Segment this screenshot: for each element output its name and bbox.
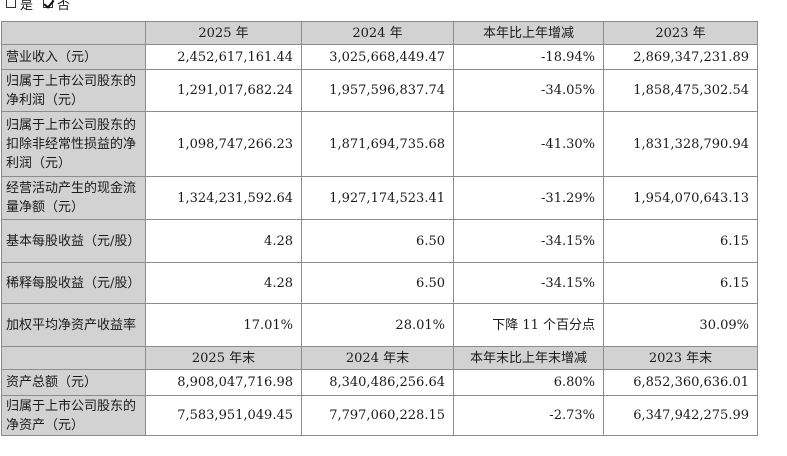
value-2024: 28.01% <box>301 303 454 347</box>
checkbox-no-label: 否 <box>57 0 71 13</box>
table-header-row: 2025 年 2024 年 本年比上年增减 2023 年 <box>1 21 758 45</box>
value-2025: 1,291,017,682.24 <box>145 69 302 112</box>
table-row: 基本每股收益（元/股） 4.28 6.50 -34.15% 6.15 <box>1 219 758 263</box>
value-2024: 8,340,486,256.64 <box>301 369 454 396</box>
header-change: 本年比上年增减 <box>453 21 604 45</box>
checkbox-yes-label: 是 <box>20 0 34 13</box>
value-change: -34.15% <box>453 219 604 263</box>
value-2023: 1,831,328,790.94 <box>603 111 758 177</box>
value-2024: 1,957,596,837.74 <box>301 69 454 112</box>
value-2025: 8,908,047,716.98 <box>145 369 302 396</box>
row-label: 基本每股收益（元/股） <box>1 219 146 263</box>
value-change: -34.05% <box>453 69 604 112</box>
value-2024: 1,871,694,735.68 <box>301 111 454 177</box>
header-2025: 2025 年 <box>145 21 302 45</box>
header-corner-cell <box>1 21 146 45</box>
table-row: 归属于上市公司股东的净利润（元） 1,291,017,682.24 1,957,… <box>1 69 758 112</box>
value-2025: 4.28 <box>145 219 302 263</box>
value-2023: 30.09% <box>603 303 758 347</box>
value-2024: 1,927,174,523.41 <box>301 176 454 220</box>
header-2024: 2024 年 <box>301 21 454 45</box>
value-2025: 4.28 <box>145 262 302 304</box>
row-label: 归属于上市公司股东的净资产（元） <box>1 395 146 436</box>
table-row: 归属于上市公司股东的净资产（元） 7,583,951,049.45 7,797,… <box>1 395 758 436</box>
checkbox-no-checked[interactable] <box>43 0 54 8</box>
subheader-2025-end: 2025 年末 <box>145 346 302 370</box>
row-label: 稀释每股收益（元/股） <box>1 262 146 304</box>
value-change: -34.15% <box>453 262 604 304</box>
value-2023: 1,858,475,302.54 <box>603 69 758 112</box>
value-2023: 6,347,942,275.99 <box>603 395 758 436</box>
subheader-corner-cell <box>1 346 146 370</box>
value-2024: 6.50 <box>301 219 454 263</box>
value-2023: 2,869,347,231.89 <box>603 44 758 70</box>
value-2025: 17.01% <box>145 303 302 347</box>
value-2025: 7,583,951,049.45 <box>145 395 302 436</box>
value-2025: 2,452,617,161.44 <box>145 44 302 70</box>
value-change: -41.30% <box>453 111 604 177</box>
value-2024: 6.50 <box>301 262 454 304</box>
table-row: 经营活动产生的现金流量净额（元） 1,324,231,592.64 1,927,… <box>1 176 758 220</box>
row-label: 归属于上市公司股东的净利润（元） <box>1 69 146 112</box>
value-change: -2.73% <box>453 395 604 436</box>
table-row: 营业收入（元） 2,452,617,161.44 3,025,668,449.4… <box>1 44 758 70</box>
value-2023: 1,954,070,643.13 <box>603 176 758 220</box>
value-2023: 6.15 <box>603 262 758 304</box>
subheader-2024-end: 2024 年末 <box>301 346 454 370</box>
row-label: 资产总额（元） <box>1 369 146 396</box>
header-2023: 2023 年 <box>603 21 758 45</box>
table-row: 稀释每股收益（元/股） 4.28 6.50 -34.15% 6.15 <box>1 262 758 304</box>
table-row: 加权平均净资产收益率 17.01% 28.01% 下降 11 个百分点 30.0… <box>1 303 758 347</box>
subheader-change: 本年末比上年末增减 <box>453 346 604 370</box>
value-2025: 1,324,231,592.64 <box>145 176 302 220</box>
row-label: 归属于上市公司股东的扣除非经常性损益的净利润（元） <box>1 111 146 177</box>
value-2025: 1,098,747,266.23 <box>145 111 302 177</box>
value-2024: 7,797,060,228.15 <box>301 395 454 436</box>
value-2023: 6.15 <box>603 219 758 263</box>
row-label: 加权平均净资产收益率 <box>1 303 146 347</box>
value-2023: 6,852,360,636.01 <box>603 369 758 396</box>
value-change: 下降 11 个百分点 <box>453 303 604 347</box>
value-change: -31.29% <box>453 176 604 220</box>
row-label: 经营活动产生的现金流量净额（元） <box>1 176 146 220</box>
value-change: 6.80% <box>453 369 604 396</box>
table-subheader-row: 2025 年末 2024 年末 本年末比上年末增减 2023 年末 <box>1 346 758 370</box>
row-label: 营业收入（元） <box>1 44 146 70</box>
table-row: 资产总额（元） 8,908,047,716.98 8,340,486,256.6… <box>1 369 758 396</box>
value-2024: 3,025,668,449.47 <box>301 44 454 70</box>
subheader-2023-end: 2023 年末 <box>603 346 758 370</box>
checkbox-yes[interactable] <box>6 0 16 8</box>
table-row: 归属于上市公司股东的扣除非经常性损益的净利润（元） 1,098,747,266.… <box>1 111 758 177</box>
value-change: -18.94% <box>453 44 604 70</box>
related-party-option-line: 是 否 <box>6 0 76 13</box>
financial-data-table: 2025 年 2024 年 本年比上年增减 2023 年 营业收入（元） 2,4… <box>1 21 758 436</box>
